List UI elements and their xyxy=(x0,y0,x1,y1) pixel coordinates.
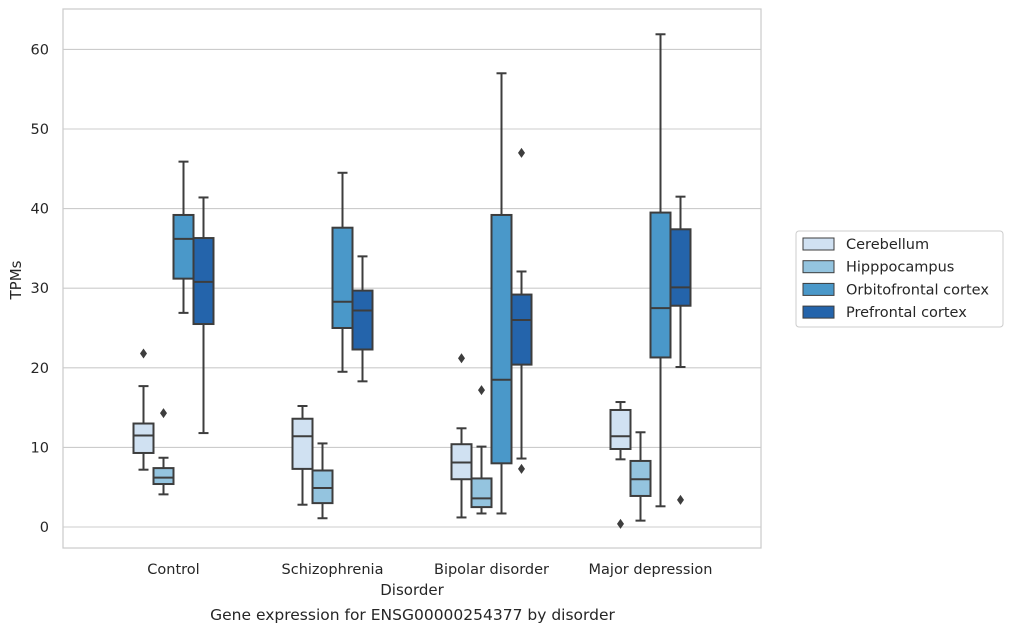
box-body xyxy=(351,289,374,351)
legend-swatch xyxy=(802,305,835,319)
box-group xyxy=(291,405,314,506)
box-group xyxy=(649,33,672,508)
legend-swatch xyxy=(802,282,835,296)
legend: Cerebellum Hipppocampus Orbitofrontal cort… xyxy=(795,230,1004,328)
outlier-point xyxy=(677,494,684,505)
outlier-point xyxy=(617,518,624,529)
box-body xyxy=(172,213,195,280)
legend-label: Hipppocampus xyxy=(846,260,954,276)
legend-swatch xyxy=(802,260,835,274)
box-group xyxy=(192,196,215,435)
y-tick-label: 0 xyxy=(40,520,49,536)
box-body xyxy=(669,228,692,307)
y-axis-title: TPMs xyxy=(7,260,25,300)
x-tick-labels: Control Schizophrenia Bipolar disorder Majo… xyxy=(147,562,712,578)
box-body xyxy=(470,477,493,509)
box-group xyxy=(510,147,533,474)
box-group xyxy=(311,442,334,520)
box-body xyxy=(649,211,672,359)
x-tick-label: Control xyxy=(147,562,199,578)
box-group xyxy=(331,171,354,373)
box-body xyxy=(152,467,175,486)
box-group xyxy=(152,408,175,496)
outlier-point xyxy=(518,147,525,158)
x-tick-label: Bipolar disorder xyxy=(434,562,549,578)
y-tick-label: 30 xyxy=(31,281,49,297)
y-tick-label: 60 xyxy=(31,42,49,58)
y-tick-label: 20 xyxy=(31,361,49,377)
legend-label: Prefrontal cortex xyxy=(846,305,967,321)
box-group xyxy=(669,195,692,505)
legend-label: Cerebellum xyxy=(846,237,929,253)
box-body xyxy=(291,417,314,470)
box-group xyxy=(172,160,195,314)
outlier-point xyxy=(518,463,525,474)
box-group xyxy=(351,255,374,383)
box-group xyxy=(609,401,632,529)
box-body xyxy=(609,408,632,450)
box-body xyxy=(311,469,334,505)
box-group xyxy=(470,385,493,515)
legend-label: Orbitofrontal cortex xyxy=(846,282,989,298)
box-group xyxy=(450,353,473,519)
legend-items: Cerebellum Hipppocampus Orbitofrontal cort… xyxy=(802,237,989,321)
box-group xyxy=(629,431,652,522)
box-group xyxy=(490,72,513,515)
outlier-point xyxy=(160,408,167,419)
box-group xyxy=(132,348,155,471)
grid-lines xyxy=(63,48,761,528)
chart-caption: Gene expression for ENSG00000254377 by d… xyxy=(210,606,615,624)
legend-frame xyxy=(795,230,1004,328)
plot-area-frame xyxy=(62,8,762,549)
x-axis-title: Disorder xyxy=(380,581,444,599)
y-tick-labels: 0 10 20 30 40 50 60 xyxy=(31,42,49,536)
x-tick-label: Major depression xyxy=(589,562,713,578)
y-tick-label: 50 xyxy=(31,122,49,138)
x-tick-label: Schizophrenia xyxy=(282,562,384,578)
y-tick-label: 40 xyxy=(31,202,49,218)
box-body xyxy=(331,226,354,329)
box-body xyxy=(510,293,533,366)
legend-swatch xyxy=(802,237,835,251)
box-body xyxy=(132,422,155,454)
y-tick-label: 10 xyxy=(31,440,49,456)
outlier-point xyxy=(478,385,485,396)
outlier-point xyxy=(458,353,465,364)
outlier-point xyxy=(140,348,147,359)
box-groups xyxy=(132,33,692,529)
box-body xyxy=(490,213,513,465)
